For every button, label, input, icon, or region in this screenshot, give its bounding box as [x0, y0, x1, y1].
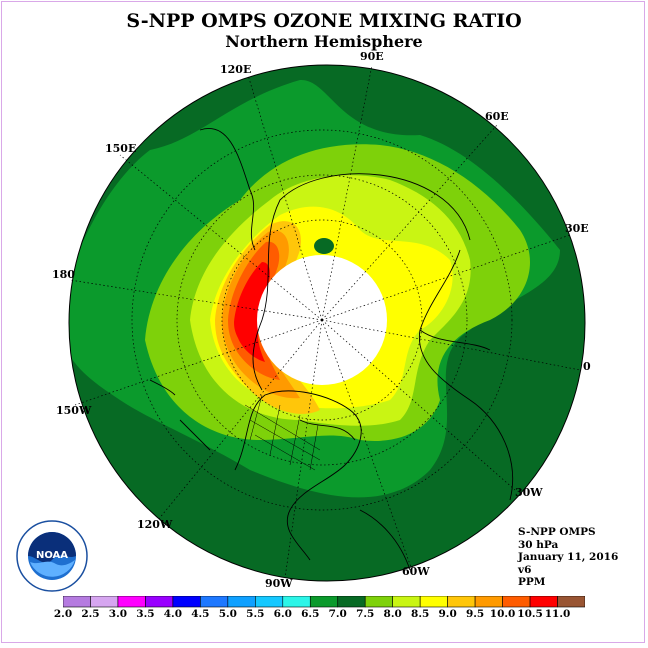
lon-label-90e: 90E	[360, 50, 384, 63]
colorbar-tick-label: 8.5	[411, 608, 430, 620]
map-title: S-NPP OMPS OZONE MIXING RATIO	[126, 10, 522, 32]
lon-label-0: 0	[583, 360, 591, 373]
colorbar-swatch	[90, 596, 119, 608]
colorbar-tick-label: 6.0	[273, 608, 292, 620]
us-state-boundaries	[244, 394, 321, 471]
colorbar-swatch	[364, 596, 393, 608]
colorbar-tick-label: 7.5	[356, 608, 375, 620]
colorbar-tick-label: 11.0	[544, 608, 571, 620]
colorbar-swatch	[474, 596, 503, 608]
colorbar-tick-label: 9.5	[465, 608, 485, 620]
colorbar-swatch	[419, 596, 448, 608]
colorbar-swatch	[309, 596, 339, 608]
lon-label-30e: 30E	[565, 222, 589, 235]
info-version: v6	[518, 563, 532, 576]
info-units: PPM	[518, 576, 546, 589]
lon-label-60w: 60W	[402, 565, 430, 578]
colorbar-swatch	[227, 596, 256, 608]
ozone-field-dark-green-patch	[314, 238, 334, 254]
map-boundary	[68, 64, 586, 582]
colorbar-tick-label: 3.0	[108, 608, 128, 620]
lon-label-120e: 120E	[220, 63, 252, 76]
colorbar-tick-label: 2.0	[53, 608, 73, 620]
info-date: January 11, 2016	[518, 551, 619, 564]
colorbar-swatch	[255, 596, 284, 608]
colorbar-swatch	[502, 596, 531, 608]
colorbar-tick-label: 7.0	[328, 608, 347, 620]
colorbar-swatch	[282, 596, 311, 608]
svg-text:NOAA: NOAA	[36, 550, 68, 561]
lon-label-120w: 120W	[137, 518, 173, 531]
colorbar-swatch	[529, 596, 558, 608]
map-subtitle: Northern Hemisphere	[225, 32, 423, 51]
colorbar-swatch	[63, 596, 91, 608]
noaa-logo: NOAA	[16, 520, 88, 592]
colorbar-swatch	[557, 596, 585, 608]
lon-label-150w: 150W	[56, 404, 92, 417]
colorbar-tick-label: 9.0	[438, 608, 457, 620]
colorbar-tick-label: 4.0	[163, 608, 183, 620]
colorbar-tick-label: 2.5	[81, 608, 100, 620]
colorbar-tick-label: 5.0	[218, 608, 237, 620]
lon-label-30w: 30W	[515, 486, 543, 499]
colorbar-swatch	[117, 596, 146, 608]
colorbar-swatch	[145, 596, 174, 608]
ozone-field-red	[234, 262, 270, 362]
lon-label-90w: 90W	[265, 577, 293, 590]
graticule	[69, 64, 581, 579]
info-block: S-NPP OMPS 30 hPa January 11, 2016 v6 PP…	[518, 526, 618, 589]
lon-label-180: 180	[52, 268, 75, 281]
lon-label-150e: 150E	[105, 142, 137, 155]
colorbar-tick-label: 3.5	[136, 608, 155, 620]
colorbar-tick-label: 6.5	[301, 608, 320, 620]
info-instrument: S-NPP OMPS	[518, 526, 596, 538]
coastlines	[149, 128, 514, 571]
colorbar-swatch	[447, 596, 476, 608]
lon-label-60e: 60E	[485, 110, 509, 123]
colorbar-swatch	[200, 596, 229, 608]
colorbar-swatch	[172, 596, 201, 608]
colorbar-tick-label: 10.0	[489, 608, 516, 620]
info-level: 30 hPa	[518, 538, 559, 551]
colorbar	[63, 596, 585, 608]
colorbar-tick-label: 5.5	[246, 608, 265, 620]
colorbar-swatch	[392, 596, 421, 608]
colorbar-tick-label: 10.5	[517, 608, 543, 620]
colorbar-tick-label: 8.0	[383, 608, 402, 620]
colorbar-tick-label: 4.5	[191, 608, 210, 620]
colorbar-swatch	[337, 596, 366, 608]
